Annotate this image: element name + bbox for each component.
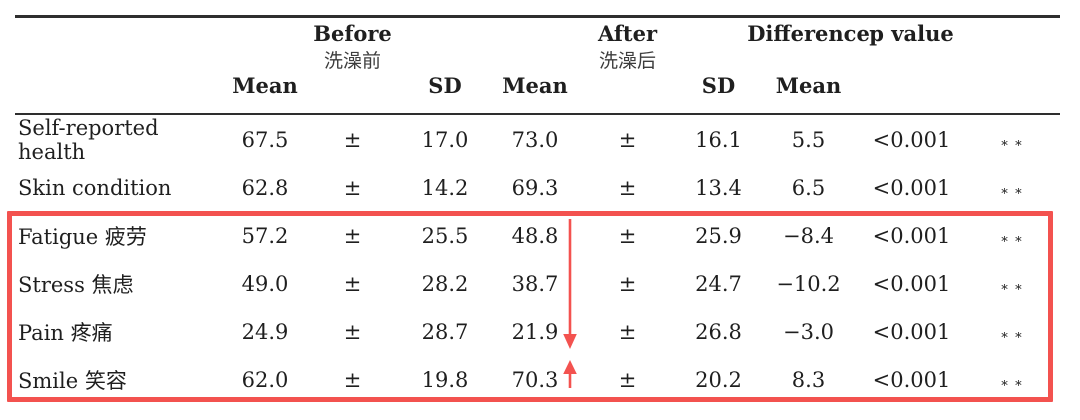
plus-minus-sign: ± xyxy=(343,128,362,152)
table-row: Self-reported health 67.5 ± 17.0 73.0 ± … xyxy=(15,116,1060,164)
row-label: Skin condition xyxy=(18,176,172,200)
after-sd-cell: 16.1 xyxy=(695,128,742,152)
after-sd-cell: 13.4 xyxy=(695,176,742,200)
p-value-cell: <0.001 xyxy=(872,272,951,296)
table-row: Smile 笑容 62.0 ± 19.8 70.3 ± 20.2 8.3 <0.… xyxy=(15,356,1060,404)
header-difference-group: Difference Mean xyxy=(747,18,870,113)
table-row: Skin condition 62.8 ± 14.2 69.3 ± 13.4 6… xyxy=(15,164,1060,212)
difference-label: Difference xyxy=(747,21,870,46)
before-label: Before xyxy=(313,21,392,46)
row-label: Stress 焦虑 xyxy=(18,273,134,297)
before-mean-cell: 24.9 xyxy=(241,320,289,344)
row-label: Self-reported health xyxy=(18,116,159,164)
plus-minus-sign: ± xyxy=(618,128,637,152)
after-mean-label: Mean xyxy=(502,73,568,98)
before-sd-cell: 28.7 xyxy=(421,320,469,344)
significance-stars: ∗∗ xyxy=(1000,231,1028,247)
difference-mean-label: Mean xyxy=(775,73,842,98)
plus-minus-sign: ± xyxy=(618,320,637,344)
plus-minus-sign: ± xyxy=(343,320,362,344)
table-header-rule xyxy=(15,113,1060,115)
table-row: Fatigue 疲劳 57.2 ± 25.5 48.8 ± 25.9 −8.4 … xyxy=(15,212,1060,260)
after-sd-cell: 24.7 xyxy=(695,272,742,296)
plus-minus-sign: ± xyxy=(618,176,637,200)
diff-mean-cell: 6.5 xyxy=(791,176,826,200)
plus-minus-sign: ± xyxy=(343,272,362,296)
after-sd-cell: 25.9 xyxy=(695,224,742,248)
p-value-cell: <0.001 xyxy=(872,128,951,152)
before-cjk-label: 洗澡前 xyxy=(323,50,381,72)
after-sd-label: SD xyxy=(701,73,736,98)
table-row: Stress 焦虑 49.0 ± 28.2 38.7 ± 24.7 −10.2 … xyxy=(15,260,1060,308)
after-label: After xyxy=(597,21,658,46)
before-mean-cell: 62.8 xyxy=(241,176,289,200)
before-mean-cell: 67.5 xyxy=(241,128,289,152)
plus-minus-sign: ± xyxy=(343,176,362,200)
header-sig-cell xyxy=(968,18,1060,113)
p-value-cell: <0.001 xyxy=(872,368,951,392)
diff-mean-cell: 8.3 xyxy=(791,368,826,392)
header-after-sd: SD xyxy=(675,18,762,113)
before-sd-cell: 14.2 xyxy=(421,176,469,200)
row-label: Pain 疼痛 xyxy=(18,321,113,345)
diff-mean-cell: −10.2 xyxy=(776,272,841,296)
diff-mean-cell: −3.0 xyxy=(783,320,834,344)
plus-minus-sign: ± xyxy=(343,368,362,392)
p-value-cell: <0.001 xyxy=(872,224,951,248)
before-mean-cell: 62.0 xyxy=(241,368,289,392)
after-sd-cell: 20.2 xyxy=(695,368,742,392)
before-mean-cell: 57.2 xyxy=(241,224,289,248)
diff-mean-cell: −8.4 xyxy=(783,224,834,248)
p-value-label: p value xyxy=(869,21,954,46)
diff-mean-cell: 5.5 xyxy=(791,128,826,152)
plus-minus-sign: ± xyxy=(618,272,637,296)
after-cjk-label: 洗澡后 xyxy=(598,50,656,72)
after-mean-cell: 38.7 xyxy=(511,272,559,296)
before-sd-cell: 17.0 xyxy=(421,128,469,152)
table-body: Self-reported health 67.5 ± 17.0 73.0 ± … xyxy=(15,116,1060,404)
after-mean-cell: 73.0 xyxy=(511,128,559,152)
table-top-rule xyxy=(15,15,1060,18)
header-before-group: Before 洗澡前 xyxy=(305,18,400,113)
plus-minus-sign: ± xyxy=(618,368,637,392)
p-value-cell: <0.001 xyxy=(872,320,951,344)
significance-stars: ∗∗ xyxy=(1000,327,1028,343)
after-mean-cell: 70.3 xyxy=(511,368,559,392)
table-header: Mean Before 洗澡前 SD Mean After 洗澡后 SD Dif… xyxy=(15,18,1060,113)
header-before-sd: SD xyxy=(400,18,490,113)
significance-stars: ∗∗ xyxy=(1000,279,1028,295)
plus-minus-sign: ± xyxy=(618,224,637,248)
before-mean-cell: 49.0 xyxy=(241,272,289,296)
after-mean-cell: 69.3 xyxy=(511,176,559,200)
header-before-mean: Mean xyxy=(225,18,305,113)
header-empty-cell xyxy=(15,18,225,113)
after-sd-cell: 26.8 xyxy=(695,320,742,344)
header-after-group: After 洗澡后 xyxy=(580,18,675,113)
before-sd-cell: 25.5 xyxy=(421,224,469,248)
row-label: Fatigue 疲劳 xyxy=(18,225,147,249)
row-label: Smile 笑容 xyxy=(18,369,127,393)
plus-minus-sign: ± xyxy=(343,224,362,248)
table-row: Pain 疼痛 24.9 ± 28.7 21.9 ± 26.8 −3.0 <0.… xyxy=(15,308,1060,356)
significance-stars: ∗∗ xyxy=(1000,183,1028,199)
before-sd-cell: 28.2 xyxy=(421,272,469,296)
after-mean-cell: 21.9 xyxy=(511,320,559,344)
before-mean-label: Mean xyxy=(232,73,298,98)
before-sd-label: SD xyxy=(428,73,462,98)
p-value-cell: <0.001 xyxy=(872,176,951,200)
before-sd-cell: 19.8 xyxy=(421,368,469,392)
header-after-mean: Mean xyxy=(490,18,580,113)
after-mean-cell: 48.8 xyxy=(511,224,559,248)
header-p-value: p value xyxy=(855,18,968,113)
significance-stars: ∗∗ xyxy=(1000,135,1028,151)
significance-stars: ∗∗ xyxy=(1000,375,1028,391)
